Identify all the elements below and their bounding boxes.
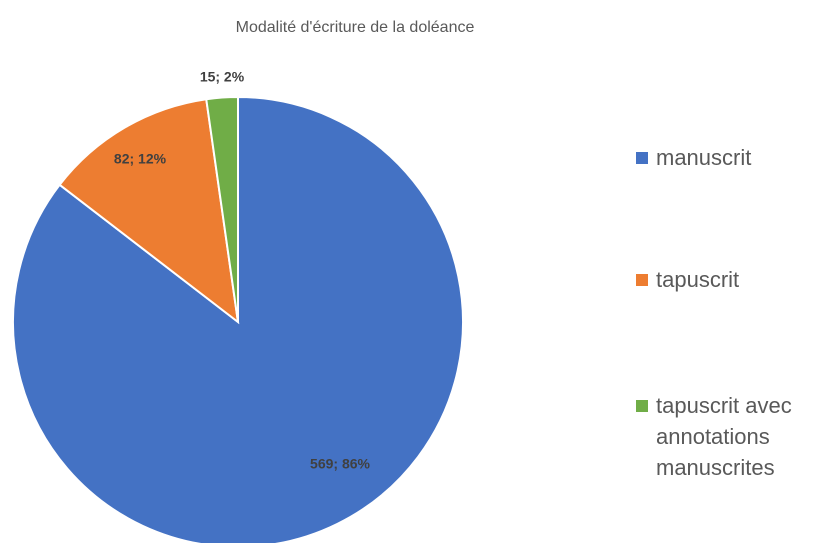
pie-slice bbox=[12, 95, 464, 543]
data-label: 15; 2% bbox=[200, 69, 245, 85]
legend-label: tapuscrit bbox=[656, 267, 740, 292]
legend-swatch bbox=[636, 152, 648, 164]
pie-slice bbox=[205, 95, 239, 323]
legend-swatch bbox=[636, 400, 648, 412]
legend-label: tapuscrit avec annotations manuscrites bbox=[656, 393, 792, 480]
legend-entry: tapuscrit bbox=[636, 264, 836, 295]
chart-title: Modalité d'écriture de la doléance bbox=[236, 19, 475, 36]
data-label: 569; 86% bbox=[310, 456, 370, 472]
legend-swatch bbox=[636, 274, 648, 286]
pie-slice bbox=[58, 98, 240, 325]
legend-label: manuscrit bbox=[656, 145, 752, 170]
legend-entry: tapuscrit avec annotations manuscrites bbox=[636, 390, 836, 483]
data-label: 82; 12% bbox=[114, 151, 167, 167]
legend-entry: manuscrit bbox=[636, 142, 836, 173]
